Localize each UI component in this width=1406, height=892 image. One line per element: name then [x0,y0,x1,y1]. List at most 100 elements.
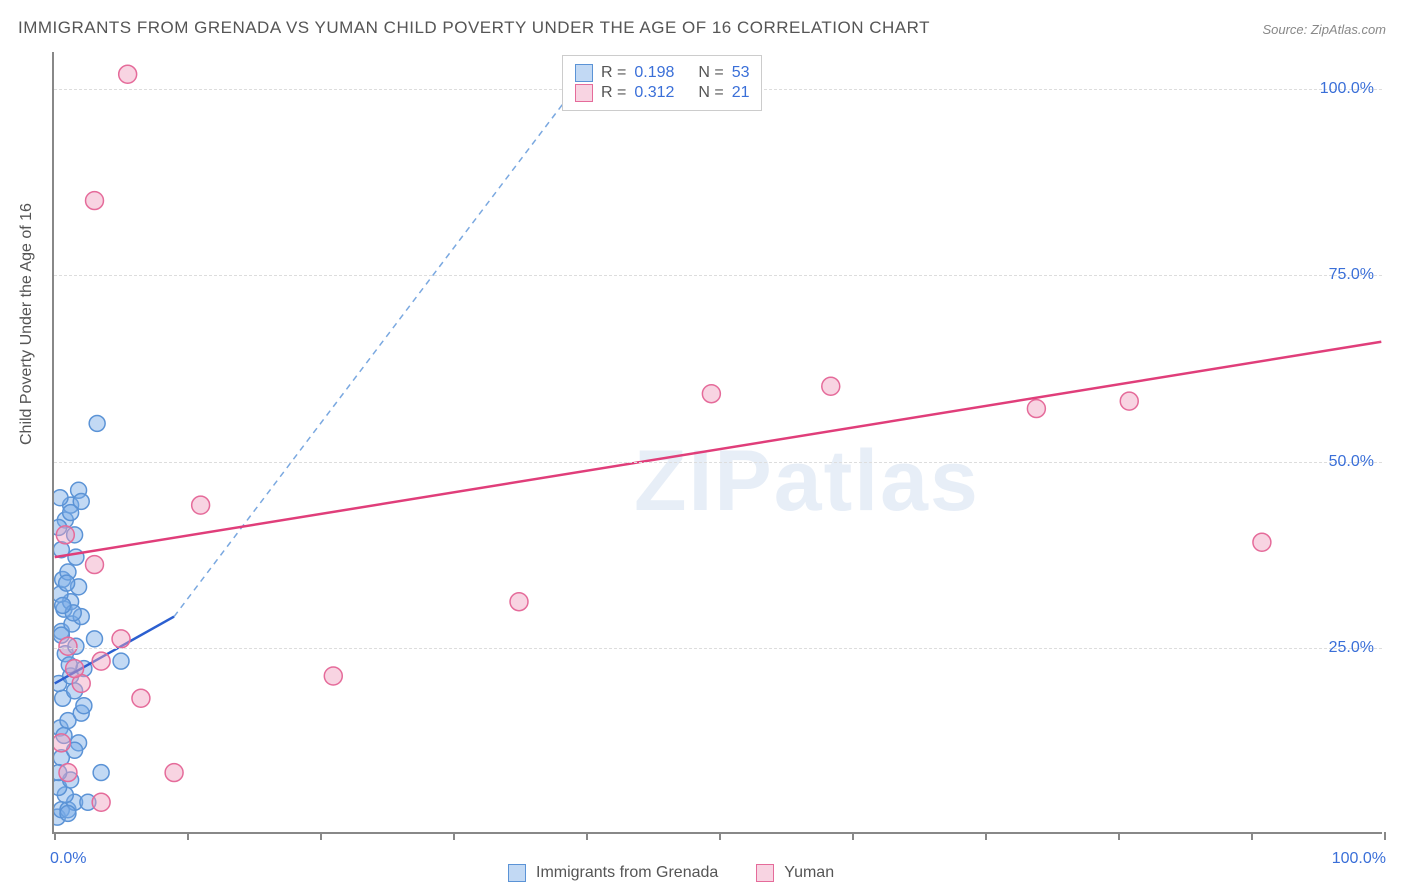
scatter-point [510,593,528,611]
legend-n-value: 21 [732,84,750,102]
scatter-point [71,579,87,595]
scatter-point [112,630,130,648]
scatter-point [63,497,79,513]
scatter-point [54,809,65,825]
x-tick [985,832,987,840]
x-axis-min-label: 0.0% [50,850,86,868]
scatter-point [119,65,137,83]
scatter-point [1027,400,1045,418]
scatter-point [66,660,84,678]
scatter-point [86,192,104,210]
legend-n-value: 53 [732,64,750,82]
scatter-point [59,764,77,782]
scatter-point [65,605,81,621]
scatter-point [67,794,83,810]
scatter-point [54,802,69,818]
scatter-point [68,638,84,654]
trend-line [55,342,1382,557]
legend-swatch [508,864,526,882]
scatter-point [68,549,84,565]
scatter-point [76,661,92,677]
legend-r-value: 0.198 [634,64,690,82]
gridline [54,648,1382,649]
scatter-point [59,637,77,655]
gridline [54,462,1382,463]
scatter-point [57,787,73,803]
y-tick-label: 25.0% [1329,639,1374,657]
scatter-point [60,713,76,729]
gridline [54,275,1382,276]
legend-series-label: Yuman [784,864,834,882]
scatter-point [54,623,69,639]
scatter-point [60,564,76,580]
scatter-point [54,720,68,736]
scatter-point [92,793,110,811]
scatter-point [113,653,129,669]
legend-n-label: N = [698,64,723,82]
scatter-point [60,802,76,818]
scatter-point [55,571,71,587]
series-legend: Immigrants from GrenadaYuman [508,864,862,882]
scatter-point [56,526,74,544]
scatter-point [93,765,109,781]
x-tick [586,832,588,840]
scatter-point [92,652,110,670]
scatter-point [71,735,87,751]
legend-r-label: R = [601,84,626,102]
legend-n-label: N = [698,84,723,102]
scatter-point [165,764,183,782]
scatter-point [55,597,71,613]
scatter-point [63,505,79,521]
legend-swatch [575,64,593,82]
scatter-point [67,527,83,543]
scatter-point [73,705,89,721]
scatter-point [54,627,69,643]
x-tick [852,832,854,840]
scatter-point [61,657,77,673]
scatter-point [63,594,79,610]
legend-r-label: R = [601,64,626,82]
correlation-legend: R =0.198N =53R =0.312N =21 [562,55,762,111]
legend-row: R = 0.198 N = 53 [575,64,749,82]
legend-swatch [575,84,593,102]
scatter-point [702,385,720,403]
chart-title: IMMIGRANTS FROM GRENADA VS YUMAN CHILD P… [18,18,930,38]
scatter-point [63,772,79,788]
scatter-point [1120,392,1138,410]
x-axis-max-label: 100.0% [1332,850,1386,868]
y-tick-label: 100.0% [1320,80,1374,98]
source-label: Source: ZipAtlas.com [1262,22,1386,37]
scatter-point [89,415,105,431]
x-tick [453,832,455,840]
scatter-point [87,631,103,647]
scatter-point [54,779,67,795]
x-tick [320,832,322,840]
scatter-point [72,674,90,692]
x-tick [1384,832,1386,840]
scatter-point [71,482,87,498]
chart-plot-area: ZIPatlas 25.0%50.0%75.0%100.0% [52,52,1382,834]
scatter-point [73,493,89,509]
scatter-point [64,616,80,632]
scatter-point [54,734,70,752]
scatter-point [54,519,67,535]
x-tick [1118,832,1120,840]
scatter-point [60,805,76,821]
scatter-point [80,794,96,810]
scatter-point [54,675,67,691]
scatter-point [67,683,83,699]
scatter-point [132,689,150,707]
scatter-point [54,490,68,506]
scatter-point [55,690,71,706]
scatter-point [324,667,342,685]
scatter-point [57,512,73,528]
svg-overlay [54,52,1382,832]
scatter-point [54,765,67,781]
watermark: ZIPatlas [634,432,980,531]
trend-line [55,617,174,684]
scatter-point [59,575,75,591]
scatter-point [192,496,210,514]
scatter-point [67,742,83,758]
chart-container: IMMIGRANTS FROM GRENADA VS YUMAN CHILD P… [0,0,1406,892]
scatter-point [63,668,79,684]
